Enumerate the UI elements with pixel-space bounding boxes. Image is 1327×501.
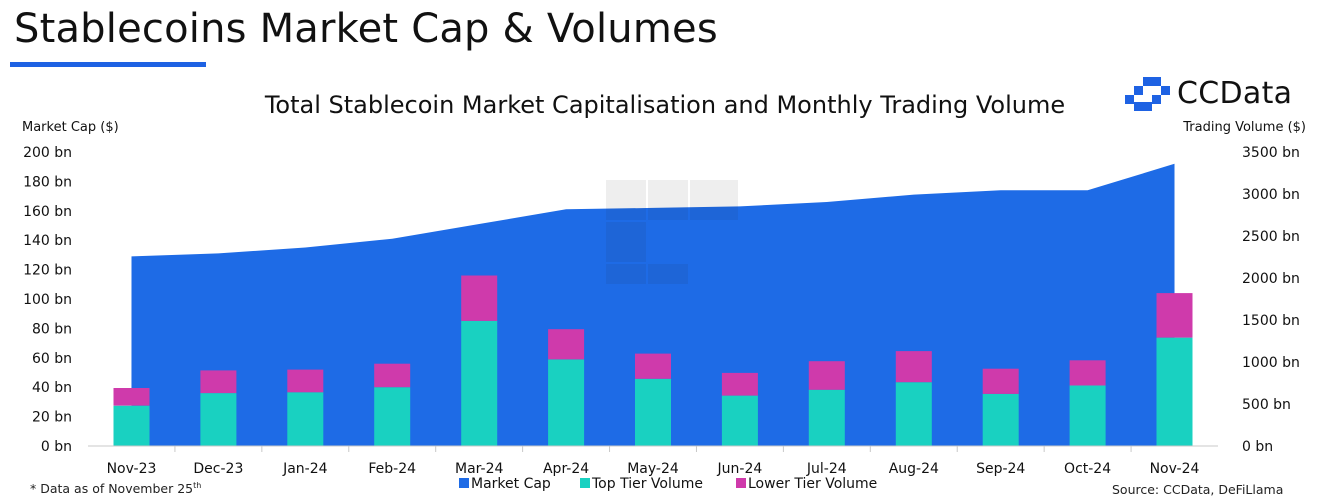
left-tick-label: 40 bn (32, 380, 72, 396)
top-tier-volume-bar-jul-24 (808, 389, 845, 446)
left-tick-label: 20 bn (32, 410, 72, 426)
lower-tier-volume-bar-dec-23 (200, 370, 237, 394)
left-tick-label: 160 bn (23, 204, 72, 220)
legend: Market Cap Top Tier Volume Lower Tier Volu… (459, 476, 877, 492)
legend-label-market-cap: Market Cap (471, 476, 551, 492)
x-tick-label: Jan-24 (282, 461, 328, 477)
x-tick-label: Dec-23 (193, 461, 243, 477)
lower-tier-volume-bar-oct-24 (1069, 360, 1106, 386)
legend-swatch-top-tier-volume (580, 478, 590, 488)
left-tick-label: 200 bn (23, 145, 72, 161)
brand-name: CCData (1177, 76, 1293, 111)
right-tick-label: 500 bn (1242, 397, 1291, 413)
footnote-superscript: th (193, 481, 202, 490)
right-tick-label: 2500 bn (1242, 229, 1300, 245)
x-tick-label: Nov-24 (1150, 461, 1200, 477)
footnote-text: * Data as of November 25 (30, 481, 194, 497)
lower-tier-volume-bar-jan-24 (287, 369, 324, 393)
x-tick-label: May-24 (627, 461, 679, 477)
lower-tier-volume-bar-aug-24 (895, 351, 932, 383)
top-tier-volume-bar-apr-24 (548, 359, 585, 446)
lower-tier-volume-bar-feb-24 (374, 363, 411, 388)
x-tick-label: Nov-23 (107, 461, 157, 477)
volume-bar-layer (113, 275, 1193, 446)
left-tick-label: 140 bn (23, 233, 72, 249)
top-tier-volume-bar-aug-24 (895, 382, 932, 446)
lower-tier-volume-bar-jul-24 (808, 361, 845, 390)
top-tier-volume-bar-jun-24 (721, 395, 758, 446)
left-tick-label: 180 bn (23, 174, 72, 190)
lower-tier-volume-bar-may-24 (635, 353, 671, 379)
legend-label-top-tier-volume: Top Tier Volume (591, 476, 703, 492)
lower-tier-volume-bar-nov-23 (113, 388, 150, 406)
right-tick-label: 2000 bn (1242, 271, 1300, 287)
x-tick-label: Mar-24 (455, 461, 503, 477)
ccdata-logo: CCData (1125, 76, 1292, 111)
legend-swatch-market-cap (459, 478, 469, 488)
top-tier-volume-bar-nov-24 (1156, 337, 1193, 446)
left-tick-label: 120 bn (23, 263, 72, 279)
right-axis-label: Trading Volume ($) (1182, 120, 1306, 135)
lower-tier-volume-bar-apr-24 (548, 329, 585, 360)
left-axis-label: Market Cap ($) (22, 120, 119, 135)
right-tick-label: 3000 bn (1242, 187, 1300, 203)
x-tick-label: Jul-24 (806, 461, 847, 477)
watermark (606, 180, 738, 284)
x-tick-label: Aug-24 (889, 461, 939, 477)
legend-label-lower-tier-volume: Lower Tier Volume (748, 476, 877, 492)
axis-layer: Nov-23 Dec-23 Jan-24 Feb-24 Mar-24 Apr-24 May-… (23, 145, 1300, 477)
x-tick-label: Feb-24 (368, 461, 416, 477)
top-tier-volume-bar-nov-23 (113, 405, 150, 446)
right-tick-label: 3500 bn (1242, 145, 1300, 161)
x-tick-label: Apr-24 (543, 461, 589, 477)
right-tick-label: 1500 bn (1242, 313, 1300, 329)
top-tier-volume-bar-jan-24 (287, 392, 324, 446)
lower-tier-volume-bar-sep-24 (982, 368, 1019, 394)
title-underline (10, 62, 206, 67)
ccdata-logo-icon (1125, 76, 1170, 111)
right-tick-label: 0 bn (1242, 439, 1273, 455)
top-tier-volume-bar-dec-23 (200, 393, 237, 446)
footnote: * Data as of November 25th (30, 481, 201, 496)
chart-title: Total Stablecoin Market Capitalisation a… (264, 91, 1065, 119)
top-tier-volume-bar-feb-24 (374, 387, 411, 446)
right-tick-label: 1000 bn (1242, 355, 1300, 371)
left-tick-label: 80 bn (32, 321, 72, 337)
source-note: Source: CCData, DeFiLlama (1112, 482, 1284, 497)
top-tier-volume-bar-sep-24 (982, 393, 1019, 446)
lower-tier-volume-bar-nov-24 (1156, 293, 1193, 338)
legend-swatch-lower-tier-volume (736, 478, 746, 488)
top-tier-volume-bar-oct-24 (1069, 385, 1106, 446)
lower-tier-volume-bar-mar-24 (461, 275, 498, 321)
x-tick-label: Oct-24 (1064, 461, 1111, 477)
lower-tier-volume-bar-jun-24 (721, 372, 758, 396)
left-tick-label: 0 bn (41, 439, 72, 455)
x-tick-label: Sep-24 (976, 461, 1025, 477)
page-title: Stablecoins Market Cap & Volumes (14, 6, 718, 52)
left-tick-label: 60 bn (32, 351, 72, 367)
x-tick-label: Jun-24 (717, 461, 763, 477)
top-tier-volume-bar-may-24 (635, 378, 671, 446)
top-tier-volume-bar-mar-24 (461, 320, 498, 446)
left-tick-label: 100 bn (23, 292, 72, 308)
